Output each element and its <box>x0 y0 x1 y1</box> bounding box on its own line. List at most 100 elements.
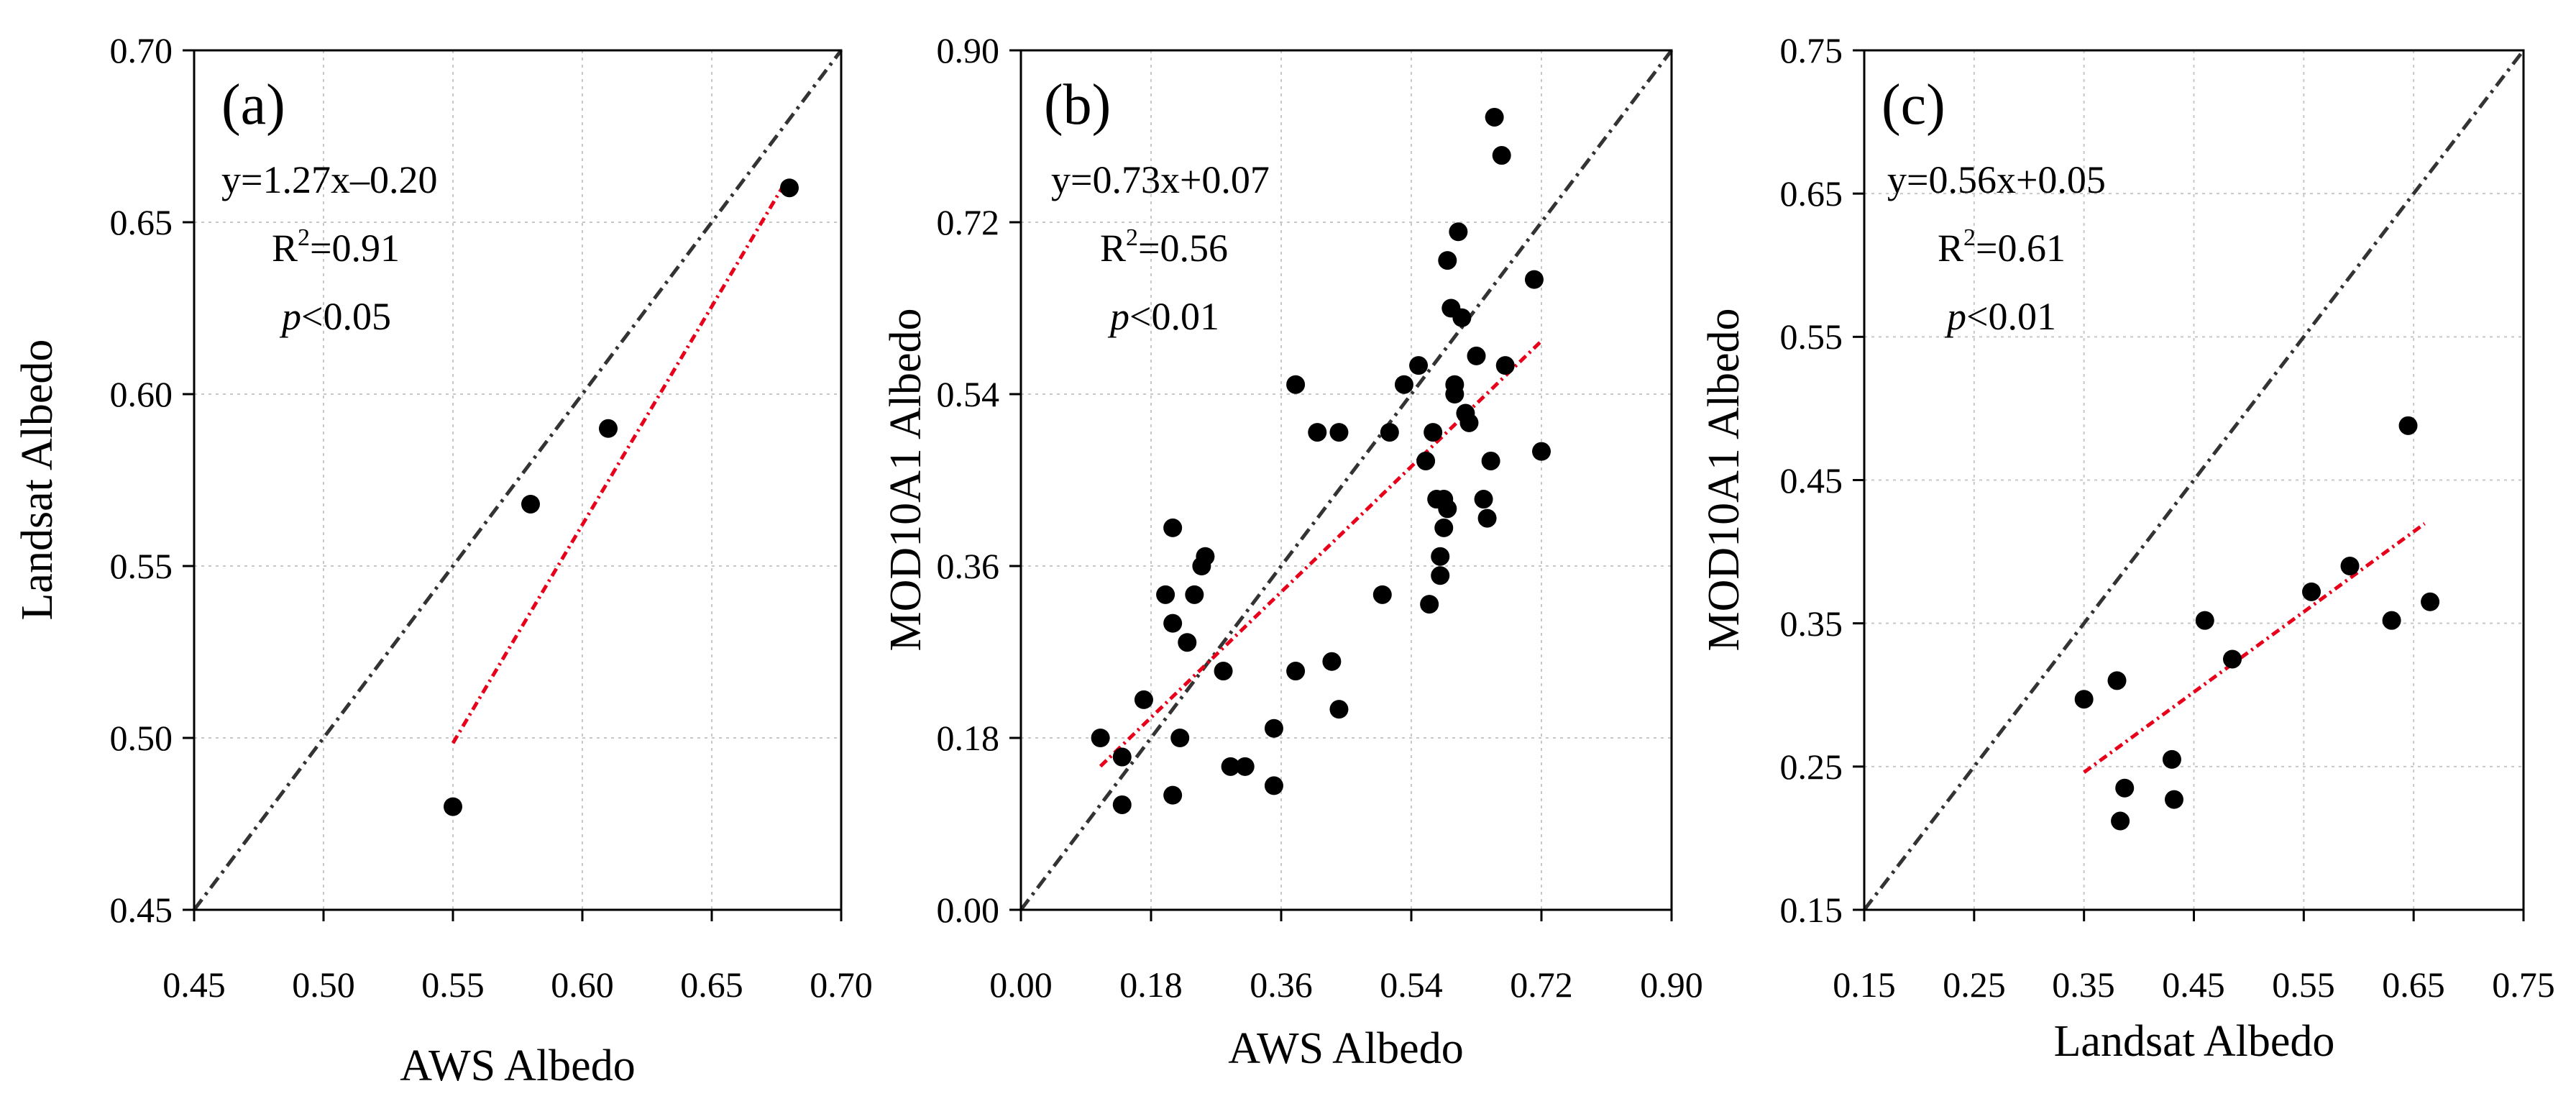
data-point <box>2421 592 2440 611</box>
data-point <box>2222 649 2242 669</box>
data-point <box>1434 518 1454 537</box>
data-point <box>2074 690 2094 709</box>
data-point <box>1221 757 1240 776</box>
y-tick-label: 0.45 <box>1780 460 1843 501</box>
data-point <box>1163 785 1183 805</box>
data-point <box>1467 346 1486 365</box>
r-squared-label: R <box>1100 227 1126 270</box>
y-tick-label: 0.50 <box>110 718 173 758</box>
data-point <box>1112 747 1132 767</box>
data-point <box>2382 611 2401 630</box>
data-point <box>1286 662 1306 681</box>
y-tick-labels: 0.45 0.50 0.55 0.60 0.65 0.70 <box>110 30 173 930</box>
one-to-one-line <box>1019 49 1673 911</box>
x-tick-label: 0.15 <box>1833 964 1896 1005</box>
data-point <box>2162 749 2181 769</box>
data-point <box>1264 776 1283 795</box>
r-squared: R2=0.91 <box>272 224 400 270</box>
y-tick-labels: 0.00 0.18 0.36 0.54 0.72 0.90 <box>937 30 1000 930</box>
x-tick-label: 0.25 <box>1943 964 2006 1005</box>
data-point <box>1438 251 1457 270</box>
data-point <box>1459 413 1479 432</box>
data-point <box>1235 757 1255 776</box>
panel-c: 0.15 0.25 0.35 0.45 0.55 0.65 0.75 0.15 … <box>1700 30 2555 1066</box>
data-point <box>2164 790 2183 809</box>
data-point <box>2107 671 2127 690</box>
data-point <box>1409 356 1429 375</box>
p-symbol: p <box>1944 295 1966 338</box>
data-point <box>2111 811 2130 831</box>
grid <box>1864 50 2524 910</box>
data-point <box>1481 451 1500 470</box>
data-point <box>1485 107 1504 127</box>
data-point <box>780 178 799 198</box>
reference-lines <box>1863 49 2525 911</box>
data-point <box>1477 508 1497 528</box>
data-point <box>1431 566 1450 585</box>
r-squared-value: =0.91 <box>310 227 400 270</box>
p-threshold: <0.05 <box>301 295 391 338</box>
x-axis-title: Landsat Albedo <box>2054 1017 2335 1066</box>
x-tick-label: 0.00 <box>989 964 1053 1005</box>
data-point <box>1438 499 1457 519</box>
y-tick-label: 0.25 <box>1780 747 1843 787</box>
one-to-one-line <box>193 49 843 911</box>
plot-frame <box>193 49 843 911</box>
y-tick-label: 0.15 <box>1780 890 1843 930</box>
data-point <box>2115 778 2135 798</box>
data-point <box>1495 356 1515 375</box>
r-squared-superscript: 2 <box>1126 224 1138 251</box>
regression-line <box>2083 522 2426 774</box>
y-tick-label: 0.00 <box>937 890 1000 930</box>
grid <box>194 50 841 910</box>
data-points <box>444 178 799 816</box>
y-tick-label: 0.60 <box>110 374 173 414</box>
x-tick-label: 0.18 <box>1119 964 1183 1005</box>
data-point <box>1196 547 1215 566</box>
data-point <box>1524 270 1544 289</box>
regression-equation: y=0.56x+0.05 <box>1887 158 2106 201</box>
data-point <box>1532 442 1551 461</box>
data-point <box>1185 585 1204 604</box>
data-point <box>1178 633 1197 652</box>
data-point <box>1112 795 1132 814</box>
y-tick-label: 0.55 <box>110 546 173 586</box>
y-tick-label: 0.35 <box>1780 603 1843 644</box>
data-point <box>2398 416 2418 435</box>
y-axis-title: MOD10A1 Albedo <box>1700 308 1748 651</box>
data-point <box>2302 582 2321 601</box>
x-tick-label: 0.35 <box>2052 964 2115 1005</box>
panel-label: (a) <box>221 73 285 137</box>
y-tick-label: 0.70 <box>110 30 173 70</box>
y-tick-label: 0.75 <box>1780 30 1843 70</box>
x-tick-label: 0.70 <box>810 964 873 1005</box>
plot-frame <box>1019 49 1673 911</box>
x-tick-label: 0.54 <box>1380 964 1443 1005</box>
data-point <box>1474 490 1493 509</box>
regression-equation: y=1.27x–0.20 <box>221 158 437 201</box>
y-tick-label: 0.55 <box>1780 316 1843 357</box>
y-axis-title: Landsat Albedo <box>13 339 62 621</box>
x-axis-title: AWS Albedo <box>1228 1024 1463 1073</box>
x-tick-label: 0.72 <box>1510 964 1573 1005</box>
r-squared-label: R <box>1938 227 1963 270</box>
data-point <box>2195 611 2214 630</box>
data-point <box>1264 718 1283 738</box>
data-point <box>1286 375 1306 394</box>
y-tick-labels: 0.15 0.25 0.35 0.45 0.55 0.65 0.75 <box>1780 30 1843 930</box>
panel-label: (b) <box>1044 73 1111 137</box>
data-point <box>1170 729 1190 747</box>
y-axis-title: MOD10A1 Albedo <box>881 308 930 651</box>
data-point <box>1163 518 1183 537</box>
data-point <box>1372 585 1392 604</box>
tick-marks <box>1853 49 2525 921</box>
regression-line <box>1099 339 1543 768</box>
x-tick-labels: 0.00 0.18 0.36 0.54 0.72 0.90 <box>989 964 1703 1005</box>
data-point <box>1322 652 1342 671</box>
panel-b: 0.00 0.18 0.36 0.54 0.72 0.90 0.00 0.18 … <box>881 30 1703 1073</box>
x-tick-label: 0.90 <box>1640 964 1703 1005</box>
data-point <box>1329 700 1349 719</box>
p-value: p<0.01 <box>1107 295 1219 338</box>
y-tick-label: 0.54 <box>937 374 1000 414</box>
r-squared-label: R <box>272 227 298 270</box>
